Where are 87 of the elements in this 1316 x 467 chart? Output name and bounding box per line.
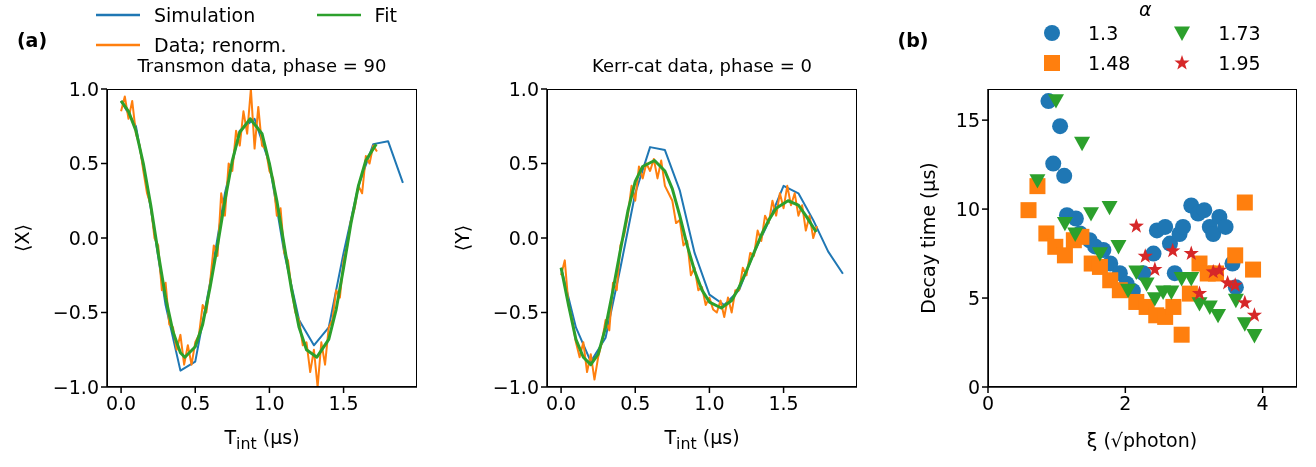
chart-title: Transmon data, phase = 90 [137,55,387,76]
legend-label: Data; renorm. [154,34,287,56]
point [1091,247,1108,262]
point [1067,227,1084,242]
y-axis-title: Decay time (μs) [916,162,939,314]
x-tick-label: 0.5 [620,392,651,415]
y-tick-label: 15 [955,108,980,131]
point [1056,216,1073,232]
legend-label: 1.48 [1088,52,1131,74]
point [1020,202,1037,219]
x-tick-label: 1.0 [694,392,725,415]
point [1246,329,1263,344]
y-tick-label: 0.5 [68,152,99,175]
point [1217,218,1234,235]
point [1227,293,1244,309]
x-tick-label: 4 [1256,392,1269,415]
y-tick-label: 5 [967,286,980,309]
point [1128,265,1145,280]
y-tick-label: −1.0 [52,375,99,398]
x-tick-label: 0.5 [180,392,211,415]
text: (b) [897,28,929,51]
y-tick-label: 0.5 [508,152,539,175]
y-tick-label: −1.0 [492,375,539,398]
point [1128,218,1144,233]
point [1183,245,1199,261]
x-tick-label: 2 [1119,392,1132,415]
point [1056,247,1073,264]
point [1052,118,1069,135]
y-tick-label: 0.0 [68,226,99,249]
point [1173,326,1190,343]
y-tick-label: −0.5 [492,301,539,324]
legend-label: 1.3 [1088,22,1119,44]
point [1047,94,1064,109]
x-axis-title: T$_{int}$ (μs) [224,426,300,453]
point [1138,277,1155,292]
point [1165,242,1181,258]
point [1146,292,1163,307]
point [1236,194,1253,211]
legend-label: 1.95 [1218,52,1261,74]
x-tick-label: 1.5 [768,392,799,415]
point [1237,294,1253,310]
point [1045,155,1062,172]
chart-title: Kerr-cat data, phase = 0 [592,55,812,76]
point [1029,174,1046,189]
y-tick-label: 0 [967,375,980,398]
point [1120,283,1137,299]
y-tick-label: −0.5 [52,301,99,324]
point [1110,240,1127,255]
point [1074,136,1091,152]
point [1175,218,1192,235]
point [1201,300,1218,315]
legend-label: Fit [374,4,397,26]
point [1147,261,1163,277]
legend-title: α [1138,0,1153,20]
point [1191,285,1208,301]
point [1205,226,1222,242]
y-tick-label: 1.0 [508,77,539,100]
point [1220,274,1236,290]
y-tick-label: 10 [955,197,980,220]
x-axis-title: ξ (√photon) [1086,428,1198,451]
point [1038,225,1055,242]
x-tick-label: 1.0 [254,392,285,415]
point [1227,247,1244,264]
point [1101,200,1118,216]
x-tick-label: 0 [981,392,995,415]
x-tick-label: 0.0 [545,392,577,415]
point [1083,207,1099,222]
point [1157,218,1174,235]
point [1246,307,1263,322]
y-tick-label: 1.0 [68,77,99,100]
x-tick-label: 0.0 [105,392,137,415]
y-tick-label: 0.0 [508,226,539,249]
point [1056,167,1073,184]
y-axis-title: ⟨Y⟩ [450,224,473,252]
x-tick-label: 1.5 [328,392,359,415]
point [1236,317,1253,332]
point [1163,285,1180,300]
point [1245,261,1262,278]
x-axis-title: T$_{int}$ (μs) [664,426,740,453]
legend-label: 1.73 [1218,22,1261,44]
point [1165,298,1182,315]
y-axis-title: ⟨X⟩ [10,224,33,252]
text: (a) [16,28,48,51]
point [1210,308,1227,324]
point [1091,258,1108,275]
legend-label: Simulation [154,4,256,26]
point [1137,248,1153,263]
